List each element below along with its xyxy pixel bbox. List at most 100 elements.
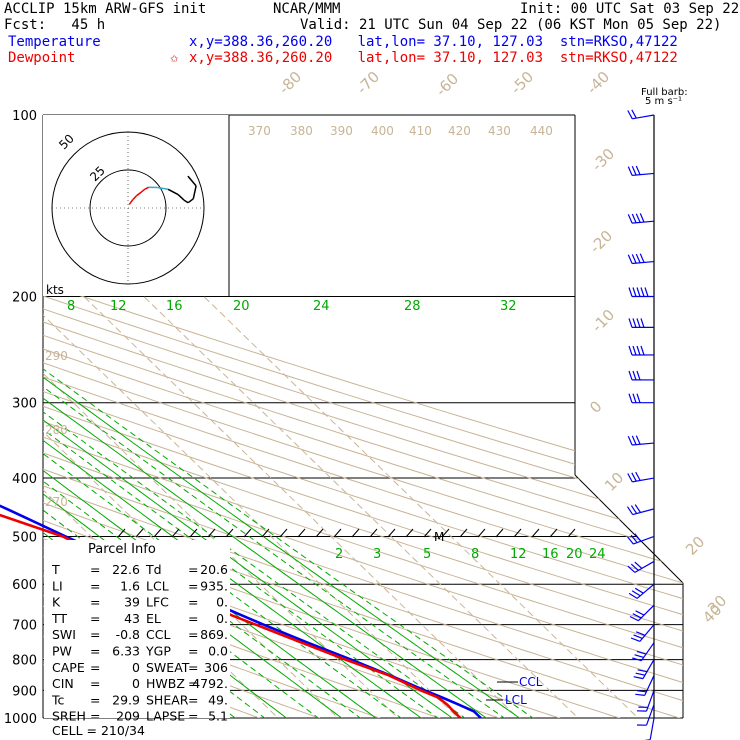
wind-barb-flag — [636, 690, 647, 693]
mixing-ratio-tick-label: 24 — [589, 547, 606, 562]
pressure-tick-label: 900 — [12, 684, 37, 699]
wind-barb-flag — [635, 471, 641, 481]
parcel-equals: = — [188, 578, 198, 593]
parcel-equals: = — [188, 709, 198, 724]
temperature-tick-label: -20 — [586, 227, 616, 257]
barb-legend-label: Full barb: — [641, 87, 688, 98]
wind-barb-flag — [632, 393, 637, 403]
mixing-ratio-tick-label: 32 — [500, 299, 517, 314]
temperature-tick-label: -40 — [583, 68, 613, 98]
parcel-param-label: LI — [52, 578, 63, 593]
mixing-ratio-line — [43, 268, 484, 718]
hodograph-segment — [183, 199, 189, 204]
dry-adiabat-line — [43, 115, 683, 718]
wind-barb-flag — [632, 345, 637, 356]
hatch-mark — [189, 528, 198, 538]
wind-barb-flag — [626, 536, 634, 545]
mixing-ratio-tick-label: 2 — [335, 547, 343, 562]
parcel-param-label: HWBZ — [146, 676, 185, 691]
wind-barb-staff — [644, 675, 655, 696]
temperature-tick-label: -30 — [588, 145, 618, 175]
wind-barb-flag — [640, 318, 645, 328]
wind-barb-flag — [634, 533, 642, 542]
mixing-ratio-tick-label: 28 — [404, 299, 421, 314]
lcl-label: LCL — [505, 693, 527, 707]
parcel-equals: = — [188, 627, 198, 642]
hatch-mark — [135, 528, 144, 538]
wind-barb-flag — [631, 109, 637, 119]
dry-adiabat-line — [43, 115, 683, 718]
parcel-equals: = — [90, 644, 100, 659]
hatch-mark — [495, 528, 504, 538]
wind-barb-flag — [632, 613, 642, 619]
wind-barb-flag — [632, 370, 637, 381]
temperature-tick-label: -60 — [432, 70, 462, 100]
wind-barb-flag — [631, 166, 637, 176]
parcel-param-label: TT — [51, 611, 67, 626]
dry-adiabat-line — [43, 115, 683, 718]
wind-barb-flag — [631, 435, 637, 445]
legend-dewpoint-star-icon: ✩ — [170, 50, 179, 66]
wind-barb-flag — [632, 657, 642, 662]
parcel-param-value: 22.6 — [112, 562, 140, 577]
parcel-equals: = — [188, 660, 198, 675]
hatch-mark — [405, 528, 414, 538]
wind-barb-flag — [634, 561, 643, 569]
parcel-param-value: 4792. — [192, 676, 228, 691]
wind-barbs: Full barb:5 m s⁻¹ — [626, 87, 688, 740]
mixing-ratio-tick-label: 20 — [566, 547, 583, 562]
hatch-mark — [261, 528, 270, 538]
barb-legend-unit: 5 m s⁻¹ — [645, 96, 682, 107]
hatch-mark — [369, 528, 378, 538]
parcel-param-label: K — [52, 595, 61, 610]
dry-adiabat-line — [43, 115, 683, 718]
dry-adiabat-line — [43, 115, 683, 718]
hatch-mark — [441, 528, 450, 538]
parcel-param-label: SREH — [52, 709, 86, 724]
parcel-param-value: 869. — [200, 627, 228, 642]
mixing-ratio-tick-label: 12 — [510, 547, 527, 562]
parcel-param-label: LFC — [146, 595, 169, 610]
hodograph-segment — [192, 185, 197, 199]
parcel-equals: = — [90, 578, 100, 593]
frame-right-diagonal — [574, 474, 684, 584]
dry-adiabat-line — [43, 115, 477, 718]
hodograph-ring-25 — [89, 169, 167, 247]
parcel-param-value: 49. — [208, 692, 228, 707]
mixing-ratio-tick-label: 12 — [110, 299, 127, 314]
wind-barb-flag — [632, 318, 637, 328]
model-title: ACCLIP 15km ARW-GFS init — [4, 1, 207, 17]
hatch-mark — [567, 528, 576, 538]
hatch-mark — [459, 528, 468, 538]
wind-barb-staff — [634, 560, 655, 573]
theta-tick-label: 430 — [488, 124, 511, 138]
wind-barb-flag — [630, 534, 638, 543]
wind-barb-flag — [635, 253, 641, 264]
mixing-ratio-tick-label: 8 — [471, 547, 479, 562]
init-time: Init: 00 UTC Sat 03 Sep 22 — [520, 1, 740, 17]
parcel-param-label: CAPE — [52, 660, 85, 675]
parcel-cell-value: CELL = 210/34 — [52, 723, 145, 738]
wind-barb-flag — [630, 563, 639, 571]
parcel-param-value: 0. — [216, 611, 228, 626]
wind-barb-flag — [628, 318, 633, 328]
legend-temperature: Temperature — [8, 34, 101, 50]
hatch-mark — [243, 528, 252, 538]
hodograph-units-label: kts — [46, 283, 64, 297]
wind-barb-flag — [636, 318, 641, 328]
parcel-param-value: 209 — [116, 709, 140, 724]
parcel-param-value: 5.1 — [208, 709, 228, 724]
hatch-line — [117, 528, 576, 538]
parcel-param-value: 1.6 — [120, 578, 140, 593]
wind-barb-flag — [636, 370, 641, 381]
wind-barb-flag — [639, 213, 645, 223]
forecast-hour: Fcst: 45 h — [4, 17, 106, 33]
dry-adiabat-line — [43, 115, 417, 718]
theta-tick-label: 370 — [248, 124, 271, 138]
wind-barb-flag — [634, 654, 644, 658]
wind-barb-flag — [636, 345, 641, 356]
parcel-param-label: SWI — [52, 627, 76, 642]
parcel-equals: = — [90, 595, 100, 610]
